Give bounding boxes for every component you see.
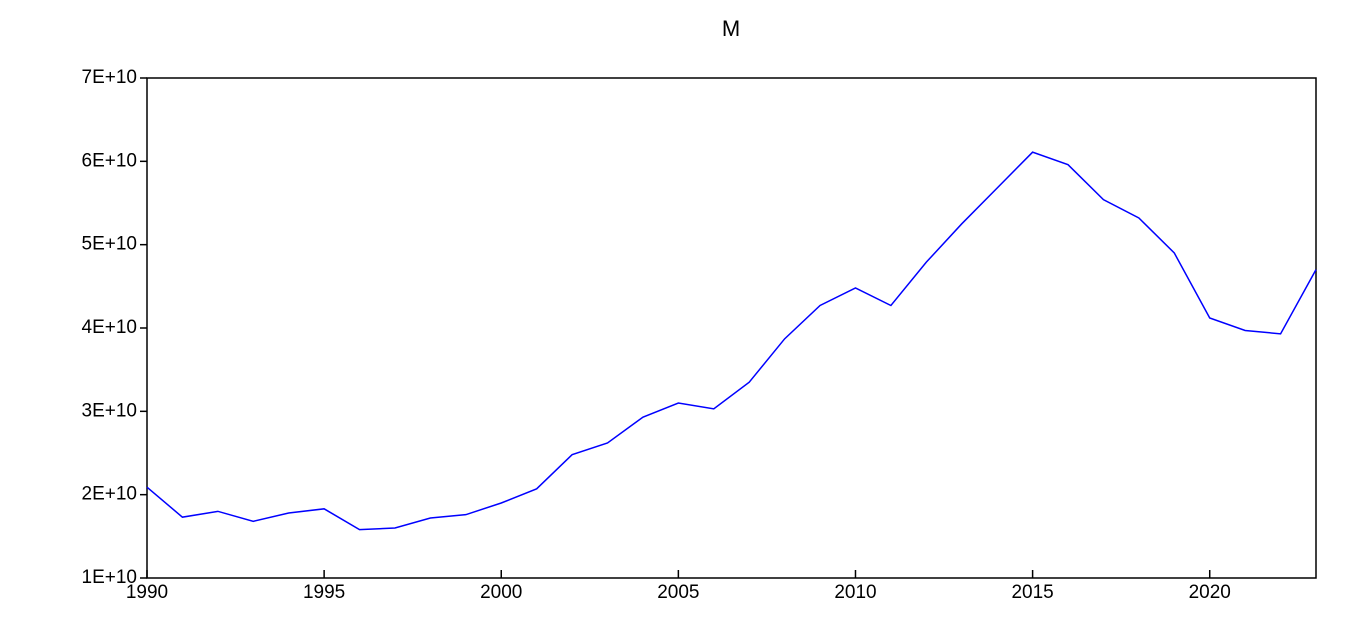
y-tick-label: 3E+10 [82, 400, 137, 421]
x-tick-label: 1995 [303, 582, 345, 603]
x-tick-label: 2005 [657, 582, 699, 603]
y-tick-label: 1E+10 [82, 567, 137, 588]
x-tick-label: 1990 [126, 582, 168, 603]
x-tick-label: 2000 [480, 582, 522, 603]
y-tick-label: 6E+10 [82, 150, 137, 171]
y-tick-label: 4E+10 [82, 317, 137, 338]
x-tick-label: 2020 [1189, 582, 1231, 603]
x-tick-label: 2010 [834, 582, 876, 603]
y-tick-label: 5E+10 [82, 234, 137, 255]
y-tick-label: 2E+10 [82, 484, 137, 505]
chart-title: M [722, 16, 740, 41]
y-tick-label: 7E+10 [82, 67, 137, 88]
data-line [146, 151, 1317, 531]
x-tick-label: 2015 [1011, 582, 1053, 603]
